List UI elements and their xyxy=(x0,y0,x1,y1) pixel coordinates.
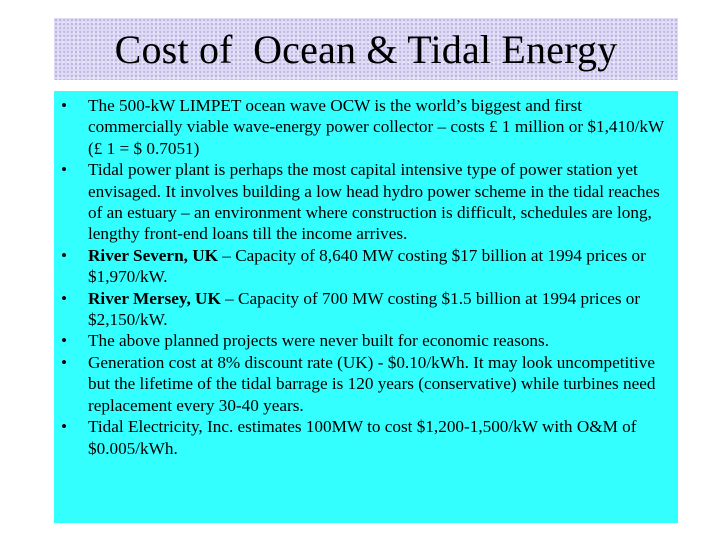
bullet-item-generation-cost: • Generation cost at 8% discount rate (U… xyxy=(54,352,672,416)
bullet-bold-label: River Mersey, UK xyxy=(88,288,221,308)
bullet-text: The above planned projects were never bu… xyxy=(88,331,550,351)
bullet-item-tidal-electricity: • Tidal Electricity, Inc. estimates 100M… xyxy=(54,416,672,459)
bullet-text: Generation cost at 8% discount rate (UK)… xyxy=(88,352,656,415)
bullet-text: The 500-kW LIMPET ocean wave OCW is the … xyxy=(88,96,664,158)
bullet-item-river-mersey: • River Mersey, UK – Capacity of 700 MW … xyxy=(54,288,672,331)
bullet-text: – Capacity of 700 MW costing $1.5 billio… xyxy=(88,288,641,330)
content-panel: • The 500-kW LIMPET ocean wave OCW is th… xyxy=(54,91,678,523)
bullet-dot-icon: • xyxy=(61,245,68,265)
bullet-list: • The 500-kW LIMPET ocean wave OCW is th… xyxy=(54,91,678,459)
title-banner: Cost of Ocean & Tidal Energy xyxy=(54,18,678,80)
bullet-dot-icon: • xyxy=(61,160,68,180)
bullet-item-limpet: • The 500-kW LIMPET ocean wave OCW is th… xyxy=(54,95,672,159)
bullet-item-river-severn: • River Severn, UK – Capacity of 8,640 M… xyxy=(54,245,672,288)
bullet-dot-icon: • xyxy=(61,352,68,372)
bullet-text: – Capacity of 8,640 MW costing $17 billi… xyxy=(88,245,646,287)
bullet-dot-icon: • xyxy=(61,331,68,351)
bullet-item-tidal-plant: • Tidal power plant is perhaps the most … xyxy=(54,159,672,245)
bullet-dot-icon: • xyxy=(61,417,68,437)
bullet-dot-icon: • xyxy=(61,288,68,308)
bullet-text: Tidal power plant is perhaps the most ca… xyxy=(88,160,660,244)
bullet-dot-icon: • xyxy=(61,96,68,115)
bullet-item-never-built: • The above planned projects were never … xyxy=(54,330,672,351)
slide-title: Cost of Ocean & Tidal Energy xyxy=(114,26,618,72)
bullet-bold-label: River Severn, UK xyxy=(88,245,218,265)
bullet-text: Tidal Electricity, Inc. estimates 100MW … xyxy=(88,417,637,458)
